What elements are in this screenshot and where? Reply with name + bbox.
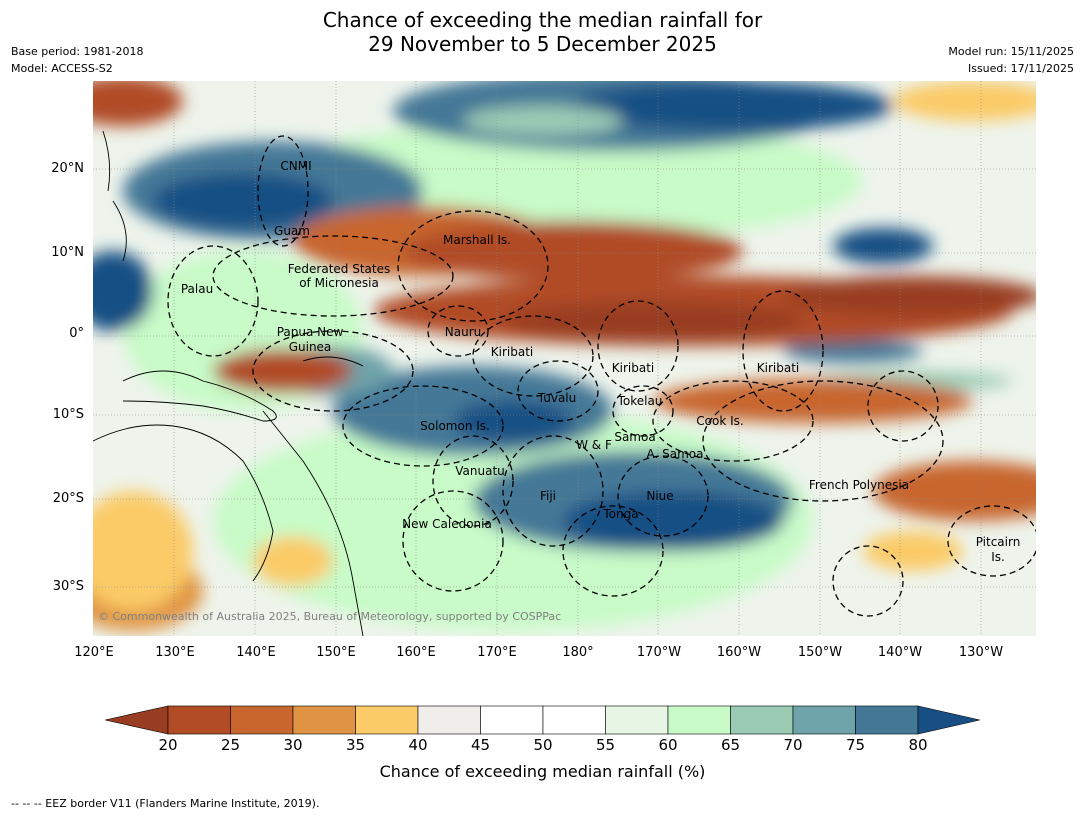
colorbar-tick-30: 30 (283, 736, 303, 754)
colorbar-tick-65: 65 (720, 736, 741, 754)
colorbar-segment-20-25 (167, 705, 231, 735)
lon-label-170w: 170°W (636, 645, 682, 660)
region-tonga: Tonga (603, 507, 639, 521)
colorbar-segment-25-30 (230, 705, 294, 735)
colorbar-segment-above-80 (917, 705, 980, 735)
lon-label-160e: 160°E (396, 645, 436, 660)
lon-label-150e: 150°E (316, 645, 356, 660)
region-cook: Cook Is. (696, 414, 744, 428)
colorbar-tick-45: 45 (470, 736, 491, 754)
lon-label-120e: 120°E (74, 645, 114, 660)
region-kiribati-central: Kiribati (611, 361, 655, 375)
colorbar-segment-40-45 (417, 705, 481, 735)
lon-label-170e: 170°E (477, 645, 517, 660)
map-title: Chance of exceeding the median rainfall … (0, 8, 1085, 56)
colorbar-segment-75-80 (855, 705, 919, 735)
colorbar-segment-55-60 (605, 705, 669, 735)
region-nauru: Nauru (444, 325, 482, 339)
lon-label-180: 180° (562, 645, 594, 660)
colorbar-tick-60: 60 (658, 736, 678, 754)
colorbar-tick-55: 55 (595, 736, 616, 754)
region-pitcairn-line2: Is. (991, 550, 1005, 564)
region-palau: Palau (180, 282, 214, 296)
region-solomon: Solomon Is. (420, 419, 490, 433)
lon-label-140e: 140°E (236, 645, 276, 660)
colorbar-tick-50: 50 (533, 736, 553, 754)
colorbar (105, 705, 980, 735)
model-name: Model: ACCESS-S2 (11, 62, 113, 75)
colorbar-tick-25: 25 (220, 736, 241, 754)
region-vanuatu: Vanuatu (455, 464, 505, 478)
lat-label-30s: 30°S (52, 579, 84, 594)
region-kiribati-east: Kiribati (756, 361, 800, 375)
title-line-1: Chance of exceeding the median rainfall … (322, 8, 763, 32)
issued-date: Issued: 17/11/2025 (967, 62, 1074, 75)
meta-right: Model run: 15/11/2025 Issued: 17/11/2025 (948, 43, 1074, 77)
base-period: Base period: 1981-2018 (11, 45, 144, 58)
region-pitcairn-line1: Pitcairn (975, 535, 1021, 549)
colorbar-tick-70: 70 (783, 736, 803, 754)
lat-label-10n: 10°N (51, 245, 84, 260)
colorbar-segment-70-75 (792, 705, 856, 735)
colorbar-tick-75: 75 (845, 736, 866, 754)
colorbar-segment-50-55 (542, 705, 606, 735)
region-wallis-futuna: W & F (576, 438, 612, 452)
region-fiji: Fiji (539, 489, 557, 503)
region-niue: Niue (646, 489, 674, 503)
lon-label-130e: 130°E (155, 645, 195, 660)
region-png-line2: Guinea (288, 340, 332, 354)
region-marshall: Marshall Is. (443, 233, 511, 247)
colorbar-segment-below-20 (105, 705, 169, 735)
region-samoa: Samoa (614, 430, 656, 444)
region-fsm-line2: of Micronesia (299, 276, 379, 290)
lat-label-20s: 20°S (52, 491, 84, 506)
colorbar-tick-40: 40 (408, 736, 428, 754)
region-guam: Guam (274, 224, 310, 238)
title-line-2: 29 November to 5 December 2025 (368, 32, 717, 56)
lon-label-160w: 160°W (716, 645, 762, 660)
colorbar-title: Chance of exceeding median rainfall (%) (379, 762, 706, 781)
region-tokelau: Tokelau (617, 394, 663, 408)
rainfall-map[interactable] (93, 81, 1036, 636)
colorbar-segment-45-50 (480, 705, 544, 735)
lat-label-20n: 20°N (51, 161, 84, 176)
region-american-samoa: A. Samoa (646, 447, 704, 461)
colorbar-segment-60-65 (667, 705, 731, 735)
lat-label-10s: 10°S (52, 407, 84, 422)
colorbar-segment-35-40 (355, 705, 419, 735)
region-tuvalu: Tuvalu (537, 391, 577, 405)
region-kiribati-west: Kiribati (490, 345, 534, 359)
colorbar-segment-30-35 (292, 705, 356, 735)
region-fsm-line1: Federated States (287, 262, 391, 276)
colorbar-tick-80: 80 (908, 736, 928, 754)
eez-footnote: -- -- -- EEZ border V11 (Flanders Marine… (11, 797, 320, 810)
meta-left: Base period: 1981-2018 Model: ACCESS-S2 (11, 43, 143, 77)
region-cnmi: CNMI (280, 159, 312, 173)
map-graphic (93, 81, 1036, 636)
region-new-caledonia: New Caledonia (402, 517, 492, 531)
colorbar-segment-65-70 (730, 705, 794, 735)
region-png-line1: Papua New (276, 325, 344, 339)
lon-label-130w: 130°W (958, 645, 1004, 660)
colorbar-tick-20: 20 (158, 736, 178, 754)
region-french-polynesia: French Polynesia (808, 478, 910, 492)
lat-label-0: 0° (69, 326, 84, 341)
colorbar-tick-35: 35 (345, 736, 366, 754)
lon-label-140w: 140°W (877, 645, 923, 660)
model-run: Model run: 15/11/2025 (948, 45, 1074, 58)
lon-label-150w: 150°W (797, 645, 843, 660)
copyright-notice: © Commonwealth of Australia 2025, Bureau… (98, 610, 562, 623)
